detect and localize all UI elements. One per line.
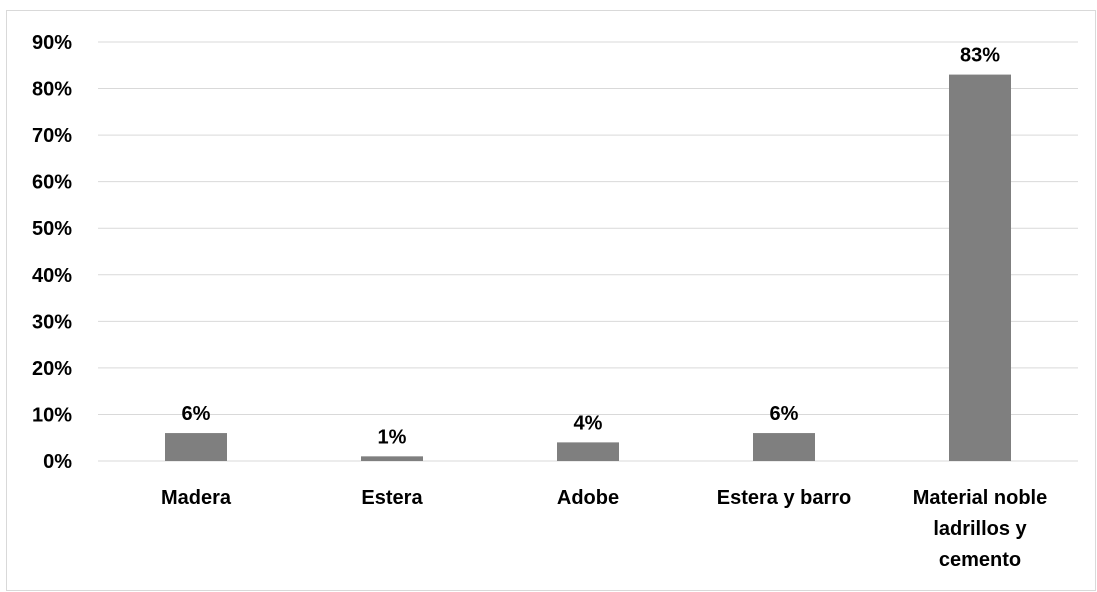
y-tick-label: 10% (32, 404, 72, 426)
bar (557, 442, 619, 461)
bar (361, 456, 423, 461)
y-tick-label: 90% (32, 32, 72, 54)
bar (753, 433, 815, 461)
gridlines (98, 41, 1078, 462)
x-axis-categories: Madera Estera Adobe Estera y barro Material … (161, 487, 1047, 571)
data-label: 6% (770, 403, 799, 425)
category-label: Adobe (557, 487, 619, 509)
y-tick-label: 50% (32, 218, 72, 240)
bar (949, 74, 1011, 461)
category-label: Madera (161, 487, 232, 509)
bar (165, 433, 227, 461)
y-tick-label: 40% (32, 265, 72, 287)
y-tick-label: 30% (32, 311, 72, 333)
data-label: 6% (182, 403, 211, 425)
y-axis-ticks: 0% 10% 20% 30% 40% 50% 60% 70% 80% 90% (32, 32, 72, 473)
category-label: Estera (361, 487, 423, 509)
data-labels: 6% 1% 4% 6% 83% (182, 45, 1001, 449)
data-label: 83% (960, 45, 1000, 67)
data-label: 1% (378, 426, 407, 448)
y-tick-label: 60% (32, 172, 72, 194)
chart-frame (6, 10, 1096, 591)
y-tick-label: 80% (32, 79, 72, 101)
data-label: 4% (574, 412, 603, 434)
y-tick-label: 70% (32, 125, 72, 147)
category-label: Material noble ladrillos y cemento (913, 487, 1047, 571)
y-tick-label: 20% (32, 358, 72, 380)
category-label: Estera y barro (717, 487, 852, 509)
bars (165, 74, 1011, 461)
y-tick-label: 0% (43, 451, 72, 473)
